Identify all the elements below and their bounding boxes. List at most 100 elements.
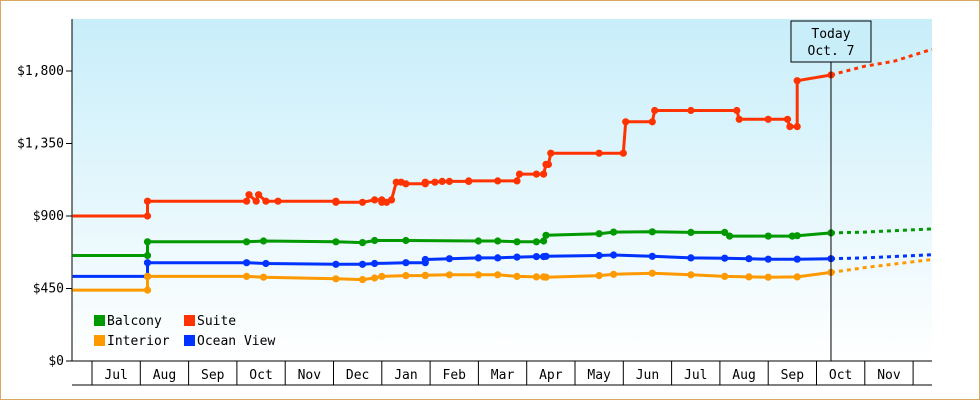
data-point[interactable] [252, 197, 260, 205]
data-point[interactable] [371, 236, 379, 245]
data-point[interactable] [595, 251, 603, 260]
data-point[interactable] [421, 178, 429, 186]
data-point[interactable] [648, 228, 656, 236]
data-point[interactable] [648, 252, 656, 260]
data-point[interactable] [547, 149, 555, 157]
data-point[interactable] [358, 198, 367, 206]
data-point[interactable] [378, 272, 386, 280]
data-point[interactable] [721, 228, 729, 236]
data-point[interactable] [143, 197, 152, 205]
data-point[interactable] [542, 273, 550, 281]
data-point[interactable] [445, 271, 453, 279]
data-point[interactable] [513, 272, 521, 280]
data-point[interactable] [532, 238, 541, 246]
data-point[interactable] [793, 232, 801, 240]
data-point[interactable] [494, 254, 502, 262]
data-point[interactable] [255, 191, 263, 199]
data-point[interactable] [687, 106, 695, 115]
data-point[interactable] [332, 198, 340, 206]
data-point[interactable] [494, 177, 502, 185]
data-point[interactable] [610, 228, 618, 236]
data-point[interactable] [474, 237, 482, 245]
data-point[interactable] [431, 178, 439, 186]
data-point[interactable] [371, 259, 379, 268]
data-point[interactable] [735, 115, 743, 123]
data-point[interactable] [610, 270, 618, 278]
data-point[interactable] [143, 272, 152, 280]
data-point[interactable] [595, 149, 603, 157]
data-point[interactable] [648, 269, 656, 277]
data-point[interactable] [726, 232, 734, 240]
data-point[interactable] [371, 274, 379, 282]
data-point[interactable] [651, 106, 659, 115]
data-point[interactable] [445, 255, 453, 263]
data-point[interactable] [445, 177, 453, 185]
data-point[interactable] [438, 177, 446, 185]
data-point[interactable] [687, 271, 695, 279]
data-point[interactable] [332, 238, 340, 246]
data-point[interactable] [465, 177, 473, 185]
data-point[interactable] [687, 228, 695, 236]
data-point[interactable] [595, 230, 603, 238]
data-point[interactable] [764, 273, 772, 281]
data-point[interactable] [648, 118, 656, 126]
data-point[interactable] [243, 238, 251, 246]
data-point[interactable] [745, 255, 753, 263]
data-point[interactable] [793, 255, 801, 263]
data-point[interactable] [332, 260, 340, 268]
data-point[interactable] [532, 170, 541, 178]
data-point[interactable] [610, 251, 618, 259]
data-point[interactable] [540, 237, 548, 245]
data-point[interactable] [542, 231, 550, 239]
data-point[interactable] [274, 197, 282, 205]
data-point[interactable] [402, 259, 410, 267]
data-point[interactable] [786, 123, 794, 131]
data-point[interactable] [358, 260, 367, 268]
data-point[interactable] [371, 196, 379, 204]
data-point[interactable] [402, 272, 410, 280]
data-point[interactable] [143, 238, 152, 246]
data-point[interactable] [474, 254, 482, 262]
data-point[interactable] [474, 271, 482, 279]
data-point[interactable] [387, 196, 396, 204]
data-point[interactable] [332, 275, 340, 283]
data-point[interactable] [243, 259, 251, 267]
data-point[interactable] [358, 276, 367, 284]
data-point[interactable] [243, 272, 251, 280]
data-point[interactable] [721, 254, 729, 262]
data-point[interactable] [721, 272, 729, 280]
data-point[interactable] [733, 106, 741, 115]
data-point[interactable] [793, 77, 801, 85]
data-point[interactable] [421, 255, 429, 264]
data-point[interactable] [143, 286, 152, 294]
data-point[interactable] [595, 272, 603, 280]
data-point[interactable] [513, 253, 521, 261]
data-point[interactable] [532, 253, 541, 261]
data-point[interactable] [622, 118, 630, 126]
data-point[interactable] [494, 271, 502, 279]
data-point[interactable] [793, 123, 801, 131]
data-point[interactable] [513, 177, 521, 185]
data-point[interactable] [262, 197, 270, 205]
data-point[interactable] [783, 115, 792, 123]
data-point[interactable] [687, 254, 695, 262]
data-point[interactable] [245, 191, 253, 199]
data-point[interactable] [745, 273, 753, 281]
data-point[interactable] [402, 180, 410, 188]
data-point[interactable] [532, 273, 541, 281]
data-point[interactable] [262, 259, 270, 268]
data-point[interactable] [619, 149, 627, 157]
data-point[interactable] [143, 212, 152, 220]
data-point[interactable] [259, 273, 268, 281]
data-point[interactable] [143, 259, 152, 267]
data-point[interactable] [259, 237, 268, 245]
data-point[interactable] [494, 237, 502, 245]
data-point[interactable] [515, 170, 524, 178]
data-point[interactable] [243, 197, 251, 205]
data-point[interactable] [764, 255, 772, 263]
data-point[interactable] [544, 160, 553, 168]
data-point[interactable] [513, 238, 521, 246]
data-point[interactable] [421, 271, 429, 279]
data-point[interactable] [402, 236, 410, 245]
data-point[interactable] [358, 239, 367, 247]
